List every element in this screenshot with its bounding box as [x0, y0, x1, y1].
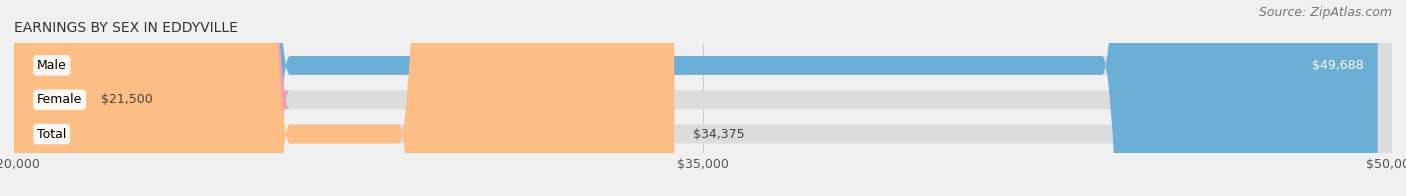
- FancyBboxPatch shape: [14, 0, 675, 196]
- Text: $21,500: $21,500: [101, 93, 153, 106]
- FancyBboxPatch shape: [14, 0, 1392, 196]
- Text: Source: ZipAtlas.com: Source: ZipAtlas.com: [1258, 6, 1392, 19]
- Text: Total: Total: [37, 128, 66, 141]
- FancyBboxPatch shape: [14, 0, 1392, 196]
- FancyBboxPatch shape: [0, 0, 290, 196]
- FancyBboxPatch shape: [14, 0, 1392, 196]
- Text: Male: Male: [37, 59, 66, 72]
- FancyBboxPatch shape: [14, 0, 1378, 196]
- Text: Female: Female: [37, 93, 83, 106]
- Text: $34,375: $34,375: [693, 128, 744, 141]
- Text: EARNINGS BY SEX IN EDDYVILLE: EARNINGS BY SEX IN EDDYVILLE: [14, 21, 238, 35]
- Text: $49,688: $49,688: [1312, 59, 1364, 72]
